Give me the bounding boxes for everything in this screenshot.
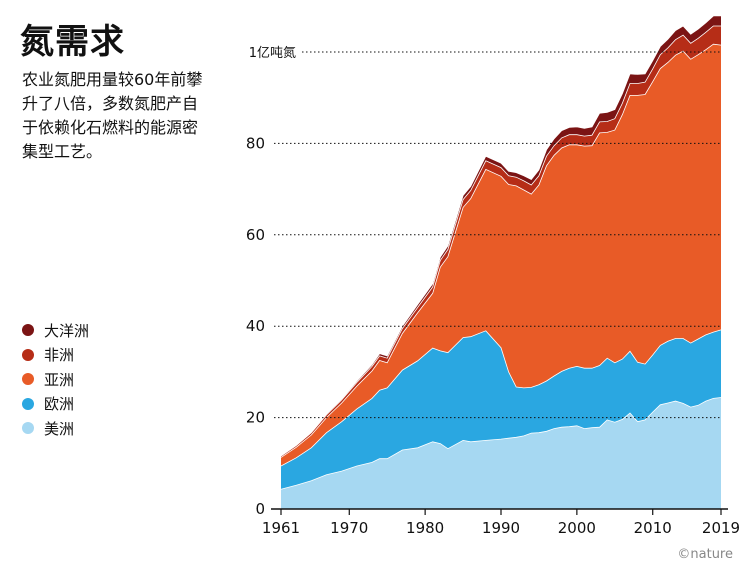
boundary-asia: [280, 43, 722, 458]
x-tick-label: 1980: [406, 519, 444, 537]
legend-item-asia: 亚洲: [22, 367, 89, 392]
legend-label-africa: 非洲: [44, 346, 75, 365]
legend-swatch-americas: [22, 422, 34, 435]
subtitle: 农业氮肥用量较60年前攀升了八倍，多数氮肥产自于依赖化石燃料的能源密集型工艺。: [22, 70, 203, 161]
legend-item-americas: 美洲: [22, 416, 89, 441]
x-tick-label: 2019: [702, 519, 740, 537]
page-title: 氮需求: [20, 22, 125, 62]
y-tick-label: 60: [246, 226, 265, 244]
nature-credit: ©nature: [677, 547, 733, 562]
legend-item-europe: 欧洲: [22, 392, 89, 417]
x-tick-label: 2000: [558, 519, 596, 537]
y-tick-label: 0: [255, 500, 265, 518]
area-americas: [281, 397, 721, 509]
legend-label-asia: 亚洲: [44, 370, 75, 389]
area-europe: [281, 329, 721, 490]
legend-item-oceania: 大洋洲: [22, 318, 89, 343]
y-tick-label: 40: [246, 317, 265, 335]
legend-label-oceania: 大洋洲: [44, 321, 90, 340]
boundary-oceania: [280, 15, 721, 456]
legend-item-africa: 非洲: [22, 343, 89, 368]
boundary-europe: [280, 329, 722, 467]
area-asia: [281, 44, 721, 466]
y-tick-label: 80: [246, 134, 265, 152]
x-tick-label: 1990: [482, 519, 520, 537]
x-tick-label: 1961: [262, 519, 300, 537]
x-tick-label: 1970: [330, 519, 368, 537]
legend-swatch-oceania: [22, 324, 34, 337]
legend-label-americas: 美洲: [44, 419, 75, 438]
legend-swatch-africa: [22, 348, 34, 361]
y-unit-label-bg: [246, 45, 300, 62]
legend-swatch-asia: [22, 373, 34, 386]
boundary-americas: [280, 397, 722, 490]
x-tick-label: 2010: [634, 519, 672, 537]
y-tick-label: 20: [246, 409, 265, 427]
legend-label-europe: 欧洲: [44, 395, 75, 414]
legend-swatch-europe: [22, 397, 34, 410]
y-unit-label: 1亿吨氮: [249, 46, 296, 61]
legend: 大洋洲 非洲 亚洲 欧洲 美洲: [22, 318, 89, 441]
